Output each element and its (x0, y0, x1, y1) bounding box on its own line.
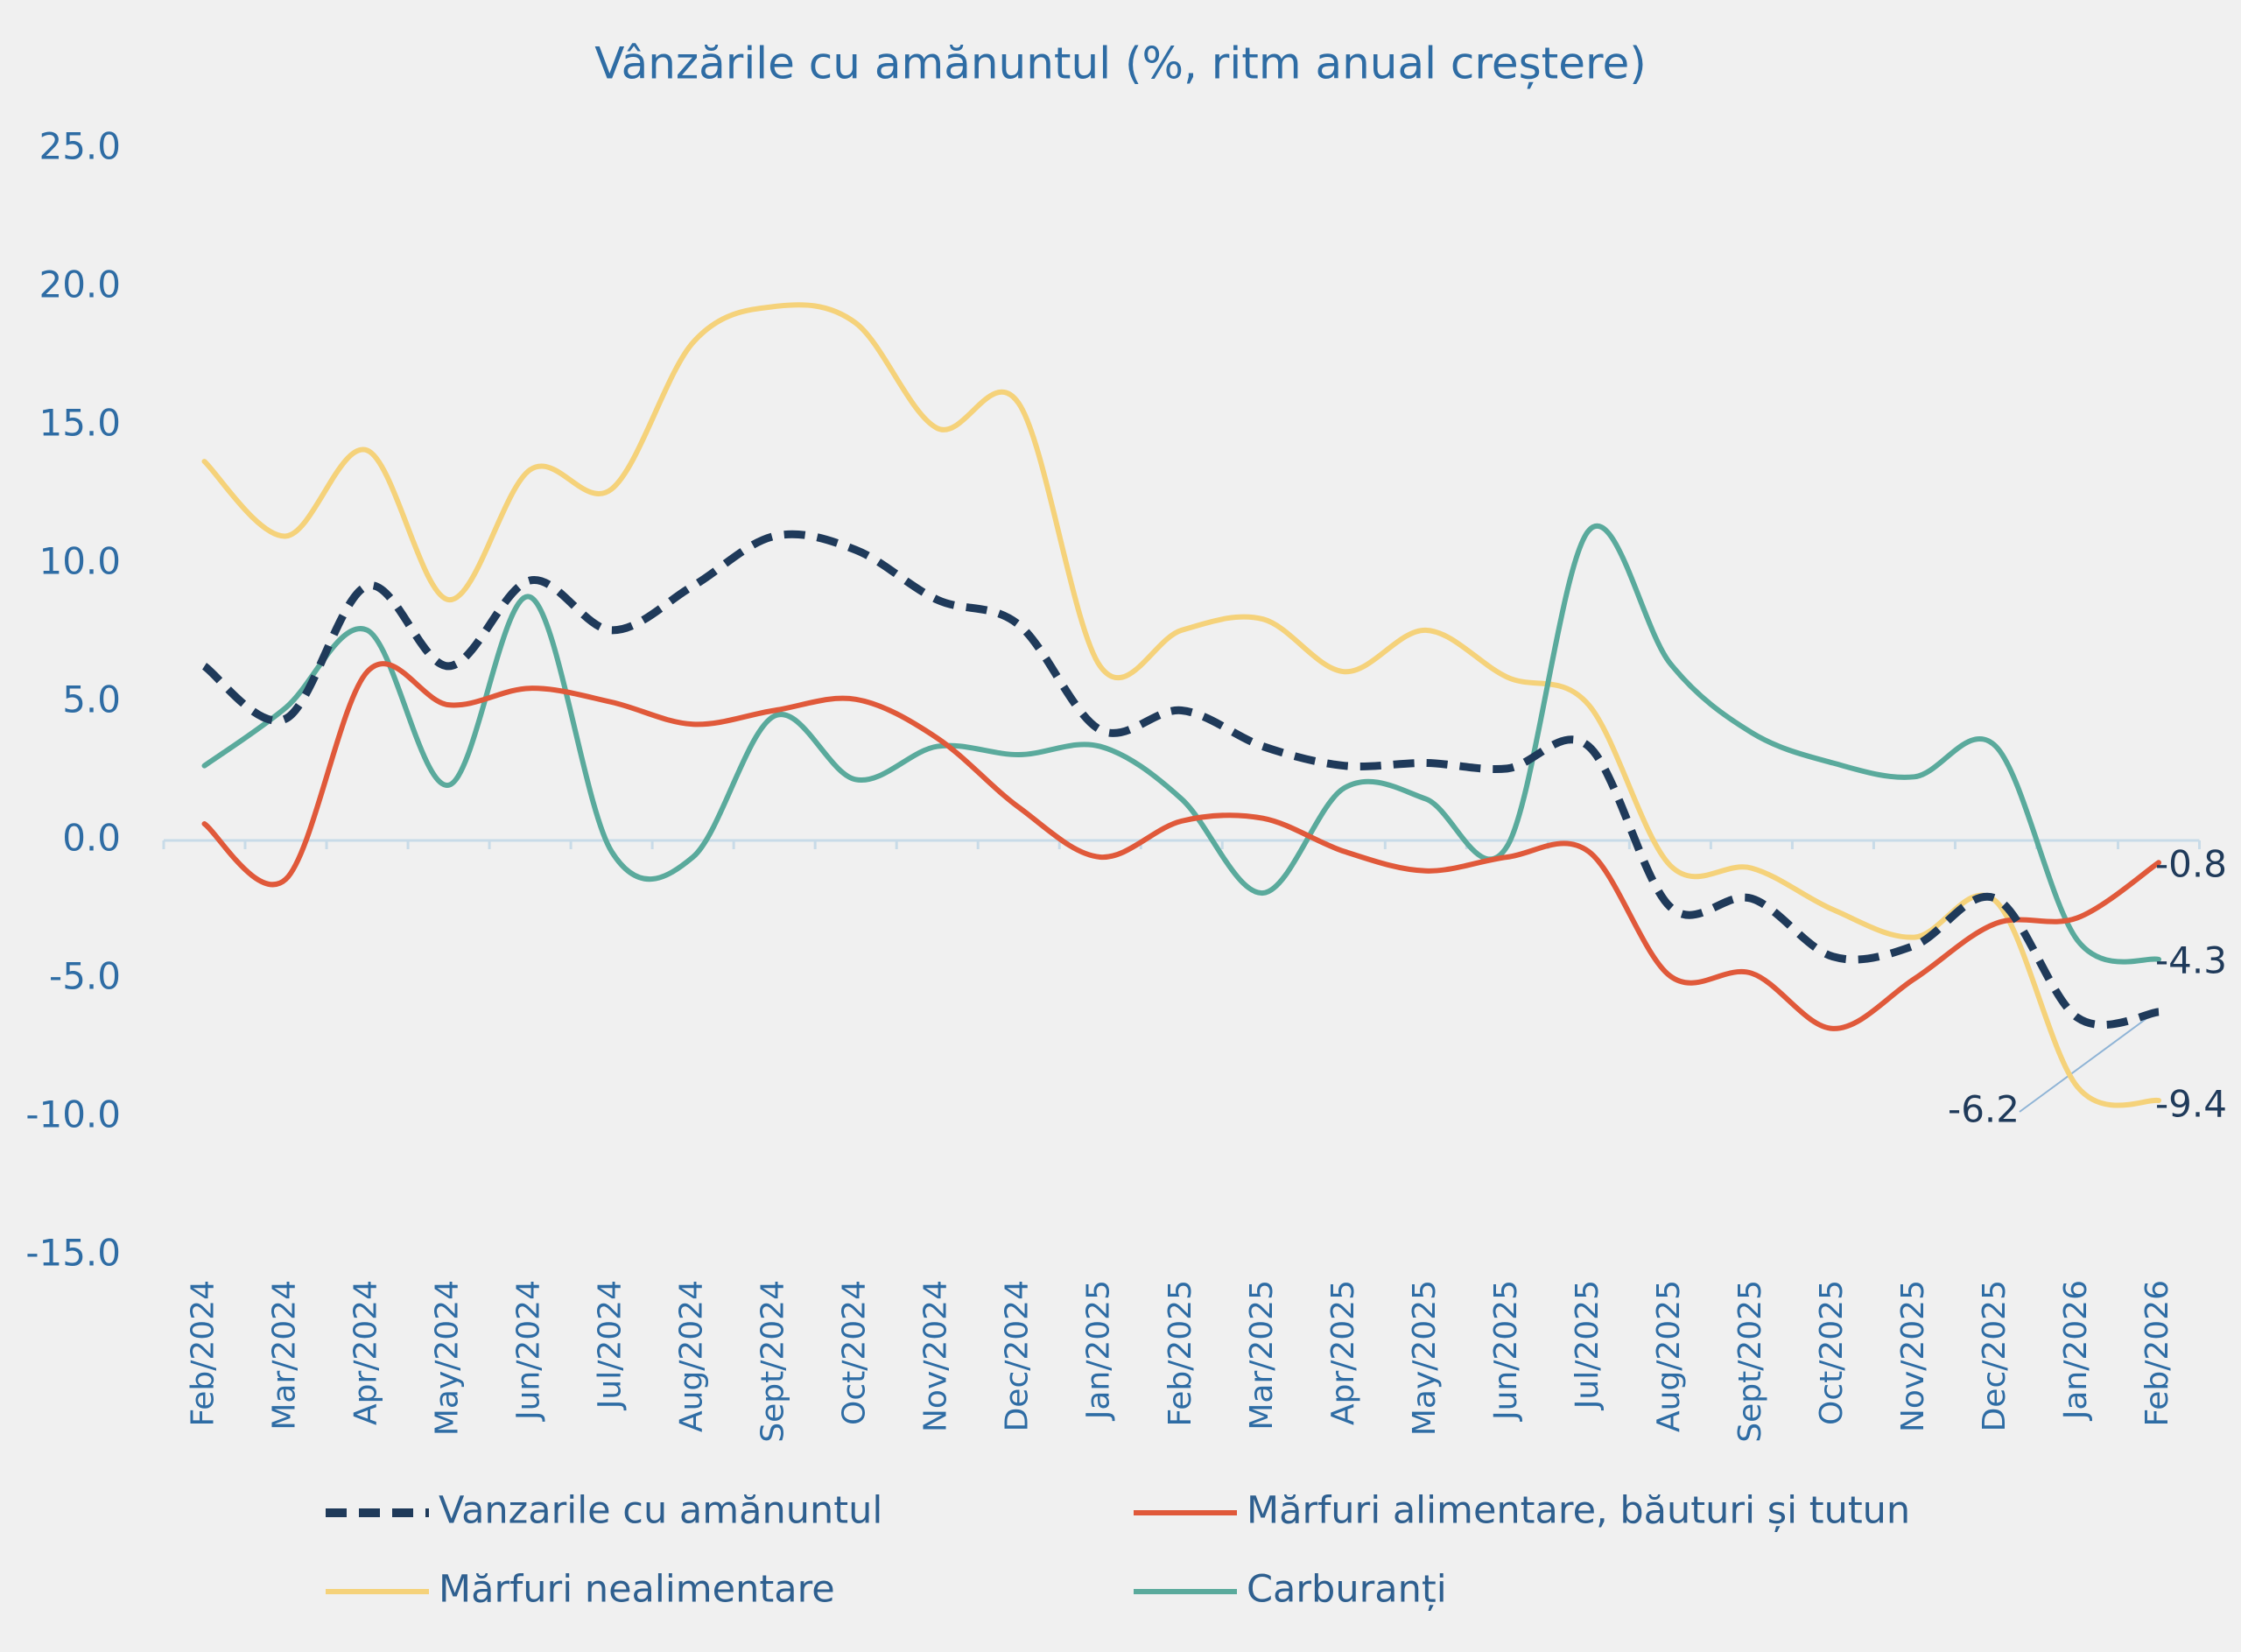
y-tick-label: -10.0 (25, 1093, 121, 1136)
y-tick-label: 10.0 (39, 540, 121, 583)
y-tick-label: 0.0 (62, 817, 121, 860)
x-tick-label: Sept/2025 (1732, 1280, 1768, 1443)
legend-label: Mărfuri nealimentare (439, 1568, 835, 1612)
x-tick-label: Oct/2025 (1814, 1280, 1850, 1425)
legend-label: Vanzarile cu amănuntul (439, 1489, 882, 1533)
legend-label: Mărfuri alimentare, băuturi și tutun (1247, 1489, 1910, 1533)
x-tick-label: Jan/2026 (2058, 1280, 2094, 1421)
data-label: -0.8 (2155, 843, 2227, 886)
leader-line (2019, 1014, 2153, 1113)
x-tick-label: Mar/2024 (267, 1280, 303, 1431)
data-label: -6.2 (1948, 1088, 2020, 1131)
x-tick-label: Oct/2024 (837, 1280, 873, 1425)
x-tick-label: Feb/2026 (2139, 1280, 2175, 1426)
data-label: -9.4 (2155, 1083, 2227, 1126)
x-tick-label: Dec/2024 (1000, 1280, 1036, 1431)
y-tick-label: -15.0 (25, 1232, 121, 1275)
data-label: -4.3 (2155, 939, 2227, 982)
x-tick-label: Apr/2025 (1325, 1280, 1361, 1425)
x-tick-label: May/2025 (1407, 1280, 1443, 1436)
x-tick-label: Jun/2024 (511, 1280, 547, 1422)
x-tick-label: Jul/2025 (1570, 1280, 1605, 1410)
x-tick-label: Aug/2024 (674, 1280, 710, 1432)
x-tick-label: Jun/2025 (1488, 1280, 1524, 1422)
x-tick-label: Aug/2025 (1651, 1280, 1687, 1432)
chart-title: Vânzările cu amănuntul (%, ritm anual cr… (594, 39, 1647, 89)
x-tick-label: Sept/2024 (755, 1280, 791, 1443)
x-tick-label: Nov/2025 (1895, 1280, 1931, 1432)
series-line (201, 302, 2161, 1108)
x-tick-label: May/2024 (430, 1280, 466, 1436)
series-line (201, 530, 2160, 1030)
x-tick-label: Jan/2025 (1081, 1280, 1117, 1421)
y-tick-label: 25.0 (39, 125, 121, 168)
x-tick-label: Feb/2024 (186, 1280, 221, 1426)
x-tick-label: Dec/2025 (1977, 1280, 2013, 1431)
x-tick-label: Mar/2025 (1244, 1280, 1280, 1431)
legend-label: Carburanți (1247, 1568, 1447, 1612)
y-tick-label: 15.0 (39, 402, 121, 445)
x-tick-label: Jul/2024 (593, 1280, 629, 1410)
y-tick-label: 20.0 (39, 264, 121, 306)
series-line (201, 524, 2161, 965)
y-tick-label: 5.0 (62, 678, 121, 721)
x-tick-label: Apr/2024 (348, 1280, 384, 1425)
y-tick-label: -5.0 (49, 955, 121, 998)
x-tick-label: Nov/2024 (918, 1280, 954, 1432)
x-tick-label: Feb/2025 (1163, 1280, 1198, 1426)
series-line (201, 661, 2161, 1031)
